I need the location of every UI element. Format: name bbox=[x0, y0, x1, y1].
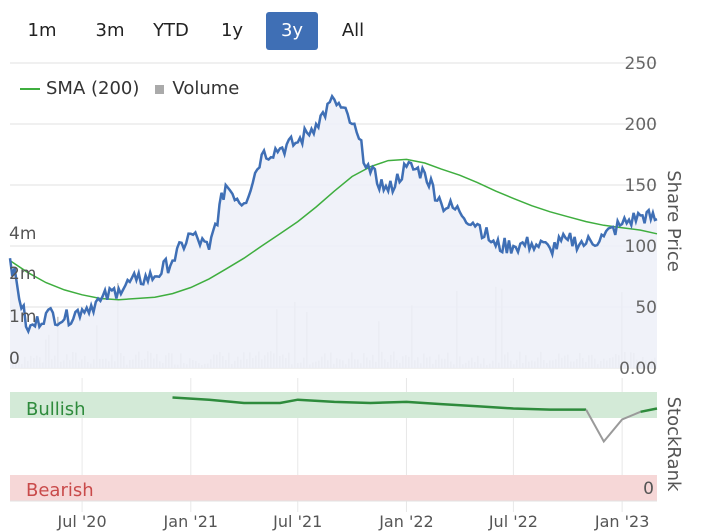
y-tick-0: 250 bbox=[625, 54, 657, 74]
rank-tick-0: 0 bbox=[643, 479, 654, 499]
y-tick-4: 50 bbox=[635, 298, 657, 318]
bullish-label: Bullish bbox=[26, 399, 86, 420]
range-button-3y[interactable]: 3y bbox=[266, 12, 318, 50]
volume-tick-2: 1m bbox=[9, 307, 36, 327]
x-tick-3: Jan '22 bbox=[378, 512, 434, 531]
sma-legend-swatch bbox=[20, 88, 40, 90]
y-tick-3: 100 bbox=[625, 237, 657, 257]
stockrank-panel: Bullish Bearish 0 StockRank bbox=[10, 392, 684, 502]
x-tick-1: Jan '21 bbox=[163, 512, 219, 531]
price-area bbox=[10, 96, 657, 369]
volume-tick-0: 4m bbox=[9, 224, 36, 244]
y-axis-label: Share Price bbox=[663, 170, 684, 272]
range-button-ytd[interactable]: YTD bbox=[153, 20, 189, 41]
volume-legend-label[interactable]: Volume bbox=[172, 78, 240, 99]
volume-axis-ticks: 4m 2m 1m 0 bbox=[9, 224, 36, 369]
volume-tick-3: 0 bbox=[9, 349, 20, 369]
y-axis-ticks: 250 200 150 100 50 0.00 bbox=[619, 54, 657, 379]
stockrank-line bbox=[172, 396, 658, 414]
chart-legend: SMA (200) Volume bbox=[20, 78, 239, 99]
stockrank-line-neutral bbox=[585, 409, 641, 444]
range-button-1y[interactable]: 1y bbox=[220, 20, 244, 41]
rank-axis-label: StockRank bbox=[663, 397, 684, 492]
sma-legend-label[interactable]: SMA (200) bbox=[46, 78, 140, 99]
x-tick-5: Jan '23 bbox=[594, 512, 650, 531]
price-line bbox=[8, 93, 658, 335]
range-button-1m[interactable]: 1m bbox=[27, 20, 57, 41]
x-tick-0: Jul '20 bbox=[57, 512, 107, 531]
range-button-3m[interactable]: 3m bbox=[95, 20, 125, 41]
volume-tick-1: 2m bbox=[9, 264, 36, 284]
x-tick-2: Jul '21 bbox=[272, 512, 322, 531]
bullish-band bbox=[10, 392, 657, 418]
volume-legend-swatch bbox=[155, 84, 165, 94]
y-tick-5: 0.00 bbox=[619, 359, 657, 379]
bearish-band bbox=[10, 475, 657, 501]
y-tick-1: 200 bbox=[625, 115, 657, 135]
x-axis-ticks: Jul '20 Jan '21 Jul '21 Jan '22 Jul '22 Jan '… bbox=[57, 512, 650, 531]
y-tick-2: 150 bbox=[625, 176, 657, 196]
sma-line bbox=[9, 158, 658, 301]
x-tick-4: Jul '22 bbox=[488, 512, 538, 531]
bearish-label: Bearish bbox=[26, 480, 94, 501]
range-button-all[interactable]: All bbox=[341, 20, 365, 41]
